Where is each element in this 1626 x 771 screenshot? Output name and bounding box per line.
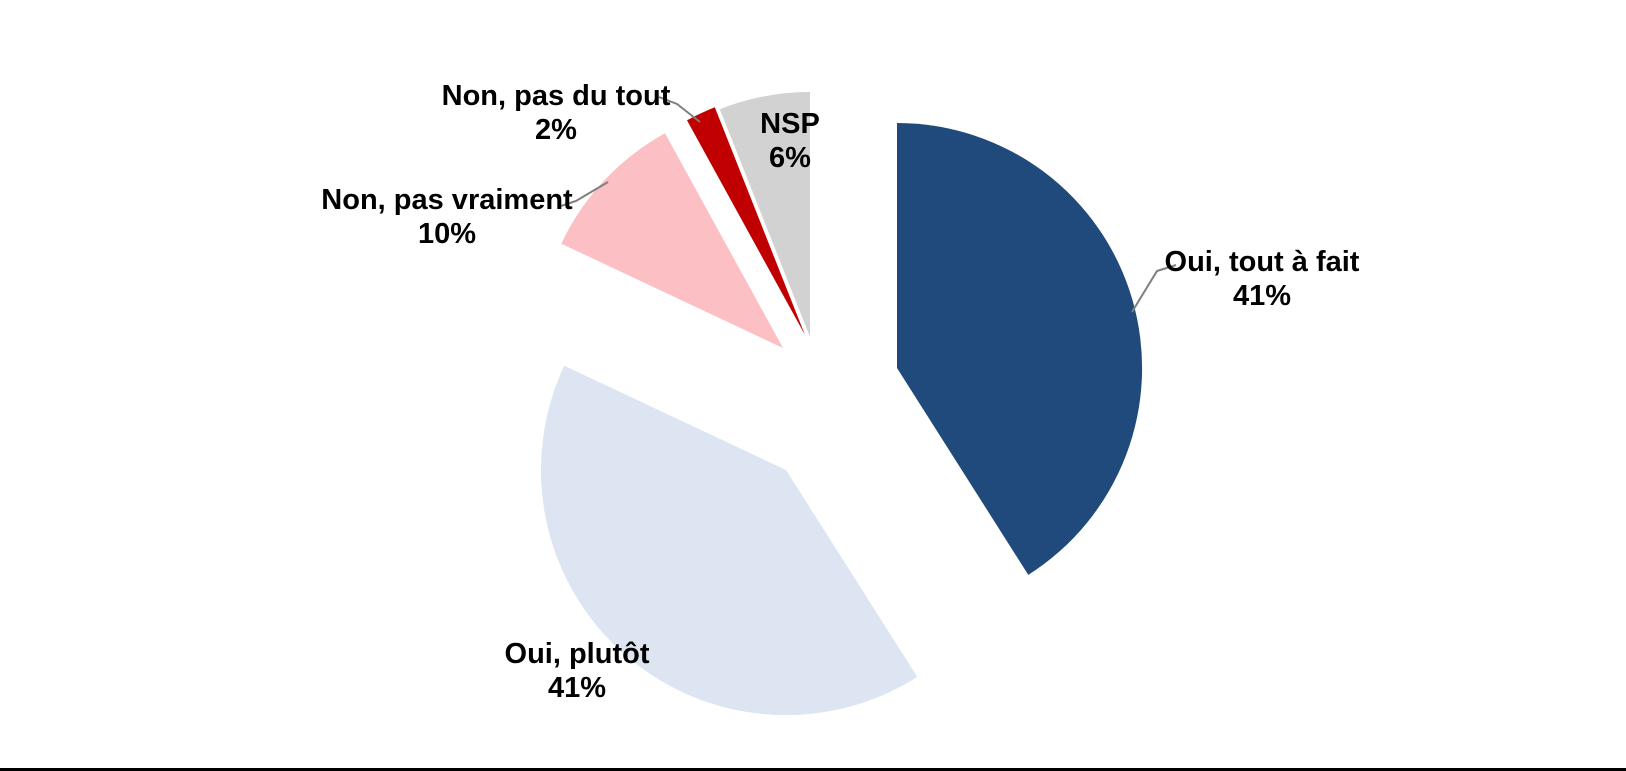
slice-label-text: Oui, tout à fait <box>1164 246 1360 278</box>
slice-label-text: Non, pas du tout <box>441 80 671 112</box>
slice-label-pct: 6% <box>769 142 811 174</box>
slice-label-text: Oui, plutôt <box>504 638 650 670</box>
pie-slice-oui-plutot <box>540 365 918 716</box>
pie-slice-non-pas-vraiment <box>561 133 783 348</box>
slice-label-text: Non, pas vraiment <box>321 184 573 216</box>
leader-line-oui-tout-a-fait <box>1131 264 1177 313</box>
slice-label-pct: 10% <box>417 218 477 250</box>
slice-label-pct: 41% <box>547 672 607 704</box>
slice-label-non-pas-du-tout: Non, pas du tout 2% <box>442 79 671 147</box>
slice-label-text: NSP <box>760 108 820 140</box>
slice-label-oui-plutot: Oui, plutôt 41% <box>505 637 650 705</box>
slice-label-non-pas-vraiment: Non, pas vraiment 10% <box>321 183 572 251</box>
slice-label-nsp: NSP 6% <box>760 107 820 175</box>
slice-label-pct: 41% <box>1232 280 1292 312</box>
pie-slice-non-pas-du-tout <box>687 107 805 335</box>
leader-line-non-pas-vraiment <box>560 181 609 207</box>
pie-slice-nsp <box>719 92 810 337</box>
slice-label-oui-tout-a-fait: Oui, tout à fait 41% <box>1165 245 1360 313</box>
pie-slice-oui-tout-a-fait <box>897 122 1143 575</box>
leader-line-non-pas-du-tout <box>658 96 701 123</box>
slice-label-pct: 2% <box>535 114 577 146</box>
bottom-border-line <box>0 768 1626 771</box>
